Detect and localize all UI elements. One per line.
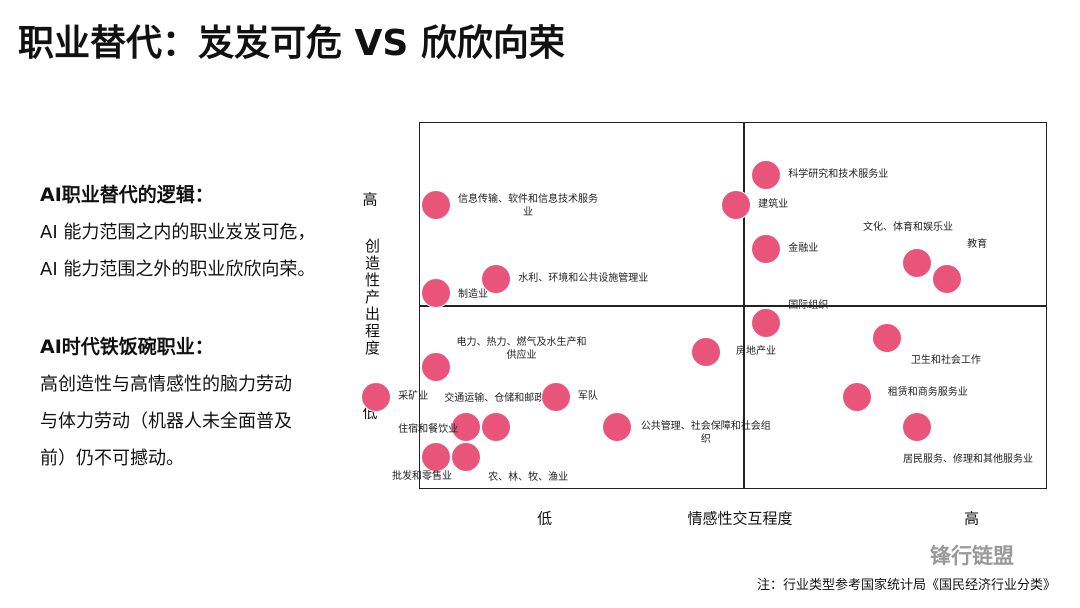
point-label: 农、林、牧、渔业 — [488, 472, 569, 484]
body-text: AI 能力范围之外的职业欣欣向荣。 — [40, 259, 316, 280]
data-point — [690, 337, 721, 368]
body-text: 与体力劳动（机器人未全面普及 — [40, 411, 292, 432]
x-tick-label: 高 — [964, 509, 980, 528]
body-text: AI 能力范围之内的职业岌岌可危， — [40, 222, 316, 243]
data-point — [420, 189, 451, 220]
data-point — [751, 308, 782, 339]
point-label: 科学研究和技术服务业 — [788, 168, 889, 180]
data-point — [420, 352, 451, 383]
point-label: 教育 — [967, 239, 988, 251]
point-label: 租赁和商务服务业 — [887, 386, 968, 398]
y-tick-label: 高 — [362, 190, 378, 209]
data-point — [721, 189, 752, 220]
data-point — [902, 247, 932, 278]
section-heading: AI职业替代的逻辑： — [40, 184, 214, 206]
data-point — [481, 264, 512, 295]
point-label: 采矿业 — [398, 390, 429, 402]
y-axis-label: 创造性产出程度 — [363, 238, 381, 357]
point-label: 批发和零售业 — [391, 471, 452, 483]
point-label: 电力、热力、燃气及水生产和供应业 — [456, 337, 587, 362]
data-point — [751, 233, 782, 264]
data-point — [451, 411, 482, 442]
point-label: 建筑业 — [758, 198, 789, 210]
point-label: 金融业 — [788, 242, 819, 254]
point-label: 居民服务、修理和其他服务业 — [903, 453, 1033, 465]
data-point — [481, 411, 512, 442]
point-label: 文化、体育和娱乐业 — [863, 221, 953, 233]
data-point — [420, 442, 451, 473]
point-label: 信息传输、软件和信息技术服务业 — [457, 193, 598, 218]
point-label: 制造业 — [457, 289, 488, 301]
point-label: 房地产业 — [735, 346, 776, 358]
point-label: 水利、环境和公共设施管理业 — [518, 273, 649, 285]
data-point — [871, 323, 902, 354]
data-point — [751, 159, 782, 190]
x-tick-label: 低 — [537, 509, 553, 528]
footnote: 注：行业类型参考国家统计局《国民经济行业分类》 — [756, 578, 1056, 593]
watermark: 锋行链盟 — [930, 544, 1014, 568]
body-text: 高创造性与高情感性的脑力劳动 — [40, 374, 292, 395]
data-point — [932, 264, 963, 295]
point-label: 卫生和社会工作 — [910, 355, 981, 367]
x-axis-label: 情感性交互程度 — [687, 509, 793, 528]
data-point — [540, 381, 571, 412]
data-point — [451, 442, 482, 473]
point-label: 交通运输、仓储和邮政业 — [444, 392, 555, 404]
data-point — [420, 278, 451, 309]
quadrant-line — [419, 305, 1047, 307]
point-label: 军队 — [577, 390, 598, 402]
data-point — [361, 381, 392, 412]
point-label: 国际组织 — [788, 300, 829, 312]
title: 职业替代：岌岌可危 VS 欣欣向荣 — [18, 23, 565, 64]
data-point — [902, 411, 932, 442]
data-point — [841, 381, 872, 412]
point-label: 住宿和餐饮业 — [398, 423, 459, 435]
body-text: 前）仍不可撼动。 — [40, 448, 184, 469]
section-heading: AI时代铁饭碗职业： — [40, 336, 214, 358]
point-label: 公共管理、社会保障和社会组织 — [640, 420, 771, 445]
data-point — [601, 411, 632, 442]
